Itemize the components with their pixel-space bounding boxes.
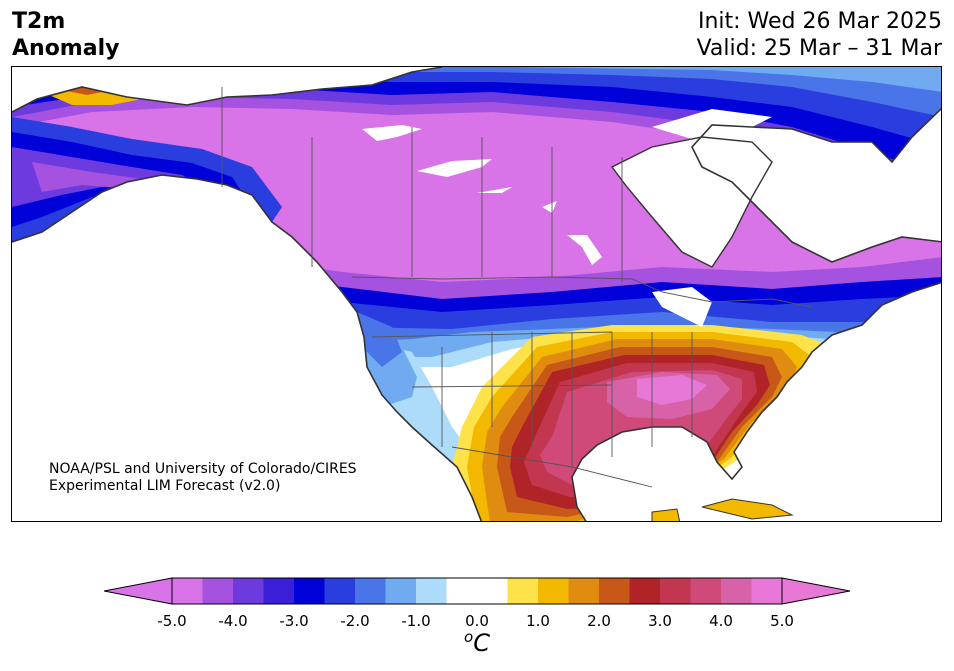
colorbar-segment [355, 578, 386, 604]
great-lakes [652, 287, 712, 327]
colorbar-segment [538, 578, 569, 604]
map-title-line2: Anomaly [12, 36, 120, 61]
colorbar-tick-label: 5.0 [770, 612, 794, 630]
colorbar-tick-label: -2.0 [340, 612, 370, 630]
anomaly-map: NOAA/PSL and University of Colorado/CIRE… [11, 66, 942, 522]
lake-winnipeg [567, 235, 602, 265]
colorbar-segment [629, 578, 661, 604]
map-canvas [12, 67, 941, 521]
colorbar-segment [599, 578, 630, 604]
colorbar-segment [324, 578, 356, 604]
colorbar-segment [263, 578, 295, 604]
colorbar-tick-label: 1.0 [526, 612, 550, 630]
valid-range: Valid: 25 Mar – 31 Mar [696, 36, 942, 61]
colorbar-segment [507, 578, 539, 604]
colorbar-tick-label: -5.0 [157, 612, 187, 630]
colorbar-frame [171, 577, 783, 605]
forecast-dates: Init: Wed 26 Mar 2025 Valid: 25 Mar – 31… [697, 8, 942, 62]
colorbar-unit: oC [464, 628, 490, 657]
colorbar-segment [416, 578, 447, 604]
colorbar-tick-label: 4.0 [709, 612, 733, 630]
colorbar-segment [446, 578, 478, 604]
lake-great-slave [417, 159, 492, 177]
colorbar-tick-label: 2.0 [587, 612, 611, 630]
unit-superscript: o [464, 628, 474, 646]
init-date: Init: Wed 26 Mar 2025 [697, 9, 942, 34]
colorbar-over-arrow [781, 577, 850, 605]
map-title-line1: T2m [12, 9, 66, 34]
colorbar-segment [294, 578, 325, 604]
colorbar-segment [477, 578, 508, 604]
colorbar-segment [172, 578, 203, 604]
colorbar-segment [751, 578, 783, 604]
cuba [701, 498, 794, 520]
colorbar-tick-label: -3.0 [279, 612, 309, 630]
colorbar-segment [568, 578, 600, 604]
colorbar-segment [690, 578, 722, 604]
anomaly-fill [12, 67, 941, 521]
colorbar-segment [721, 578, 752, 604]
credit-line1: NOAA/PSL and University of Colorado/CIRE… [49, 461, 357, 477]
colorbar-under-arrow [104, 577, 173, 605]
political-borders [221, 87, 813, 488]
colorbar-tick-label: -4.0 [218, 612, 248, 630]
colorbar-tick-label: 3.0 [648, 612, 672, 630]
map-title: T2m Anomaly [12, 8, 119, 62]
colorbar-segment [385, 578, 417, 604]
colorbar [104, 577, 850, 605]
colorbar-segment [233, 578, 264, 604]
lake-great-bear [362, 125, 422, 141]
colorbar-tick-label: -1.0 [401, 612, 431, 630]
coastline [12, 67, 941, 521]
credit-text: NOAA/PSL and University of Colorado/CIRE… [49, 461, 357, 495]
colorbar-segment [202, 578, 234, 604]
unit-letter: C [473, 629, 490, 657]
colorbar-ticks: -5.0 -4.0 -3.0 -2.0 -1.0 0.0 1.0 2.0 3.0 4.0 5.0 [0, 612, 954, 632]
colorbar-segment [660, 578, 691, 604]
colorbar-tick-label: 0.0 [465, 612, 489, 630]
greenland-mask [612, 137, 772, 267]
credit-line2: Experimental LIM Forecast (v2.0) [49, 478, 281, 494]
